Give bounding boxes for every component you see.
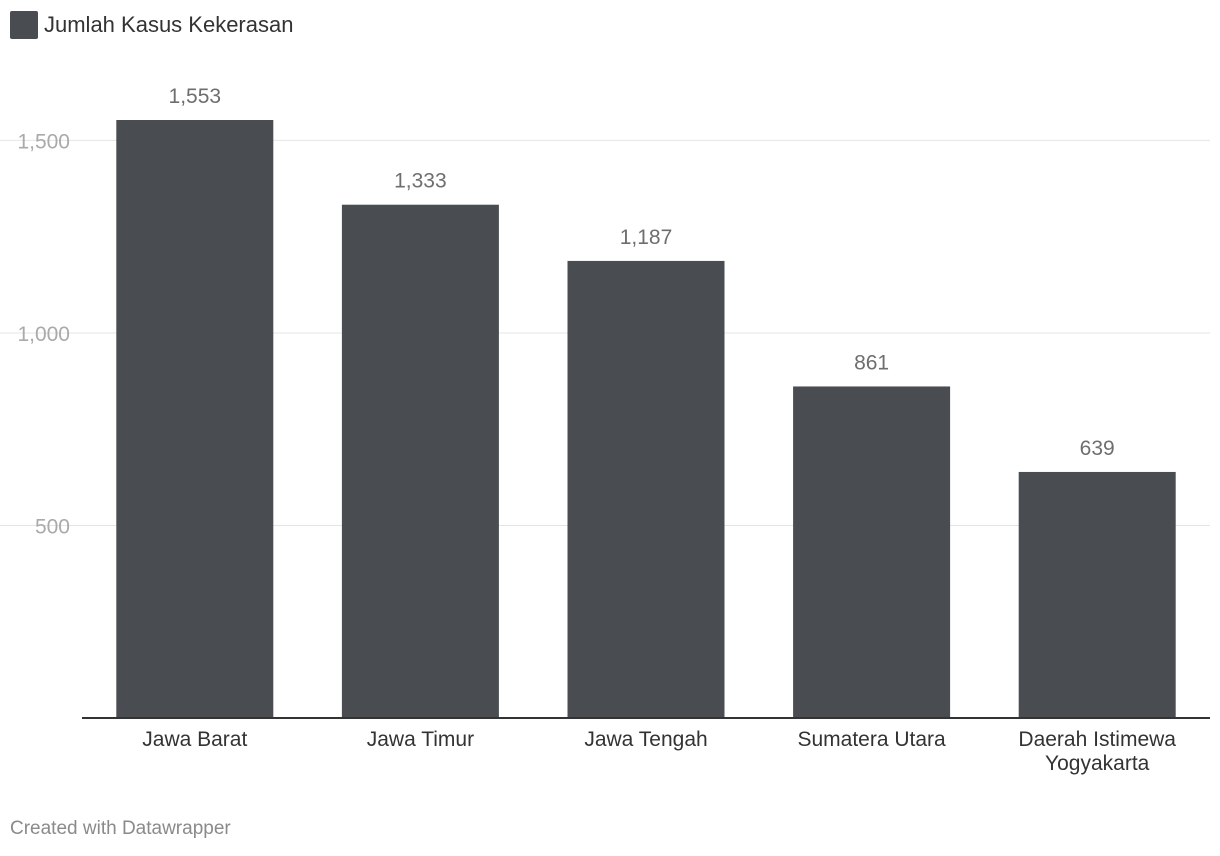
value-label: 1,553 (169, 85, 222, 108)
y-tick-label: 500 (35, 515, 70, 538)
category-label: Jawa Barat (142, 728, 247, 751)
bar (341, 204, 499, 719)
legend-swatch (10, 11, 38, 39)
y-tick-label: 1,500 (17, 130, 70, 153)
legend-label: Jumlah Kasus Kekerasan (44, 12, 294, 37)
legend: Jumlah Kasus Kekerasan (10, 10, 293, 40)
footer-credit: Created with Datawrapper (10, 818, 231, 839)
value-label: 639 (1080, 437, 1115, 460)
value-label: 861 (854, 351, 889, 374)
bar (793, 386, 951, 718)
category-label: Sumatera Utara (797, 728, 946, 751)
value-labels: 1,553 1,333 1,187 861 639 (169, 85, 1115, 460)
category-label: Yogyakarta (1045, 752, 1150, 775)
category-label: Jawa Timur (367, 728, 474, 751)
value-label: 1,333 (394, 170, 447, 193)
x-axis-category-labels: Jawa Barat Jawa Timur Jawa Tengah Sumatera … (142, 728, 1176, 775)
bar-chart: 500 1,000 1,500 1,553 1,333 1,187 861 639 Jawa… (0, 85, 1210, 775)
value-label: 1,187 (620, 226, 673, 249)
y-axis-tick-labels: 500 1,000 1,500 (17, 130, 70, 538)
bars (116, 120, 1176, 719)
y-tick-label: 1,000 (17, 323, 70, 346)
category-label: Jawa Tengah (584, 728, 707, 751)
bar (116, 120, 274, 718)
bar (1018, 471, 1176, 718)
bar (567, 260, 725, 718)
category-label: Daerah Istimewa (1018, 728, 1176, 751)
